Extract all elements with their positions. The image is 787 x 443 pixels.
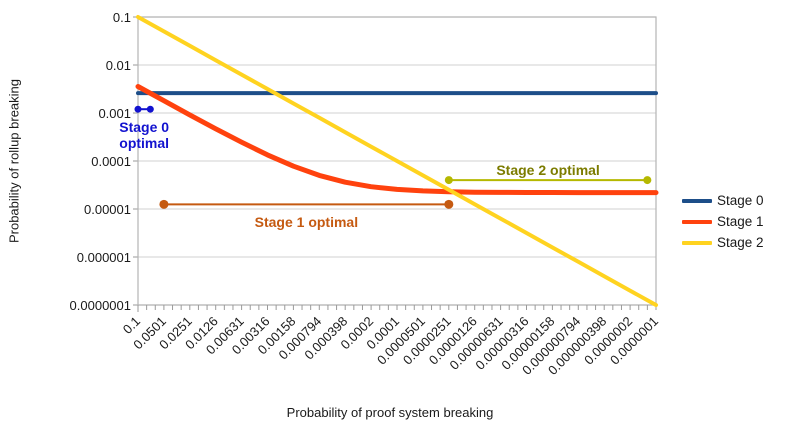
y-tick-label: 0.01 (106, 58, 131, 73)
annotation-dot (159, 199, 169, 209)
annotation-dot (146, 105, 154, 113)
legend-swatch-stage-1 (682, 219, 712, 224)
annotation-dot (444, 199, 454, 209)
legend-label-stage-2: Stage 2 (717, 235, 764, 250)
y-tick-label: 0.001 (98, 106, 131, 121)
y-tick-label: 0.00001 (84, 202, 131, 217)
annotation-stage-1-optimal: Stage 1 optimal (254, 214, 359, 231)
legend-label-stage-1: Stage 1 (717, 214, 764, 229)
legend-swatch-stage-0 (682, 198, 712, 203)
y-axis-title: Probability of rollup breaking (6, 78, 22, 244)
annotation-dot (444, 176, 453, 185)
legend-label-stage-0: Stage 0 (717, 193, 764, 208)
annotation-dot (643, 176, 652, 185)
annotation-stage-2-optimal: Stage 2 optimal (496, 162, 600, 179)
legend-item-stage-1: Stage 1 (682, 214, 764, 229)
annotation-stage-0-optimal: Stage 0 optimal (119, 119, 170, 152)
series-line-stage-1 (135, 84, 659, 196)
y-tick-label: 0.0000001 (70, 298, 131, 313)
annotation-dot (134, 105, 142, 113)
legend-swatch-stage-2 (682, 240, 712, 245)
y-tick-label: 0.000001 (77, 250, 131, 265)
x-axis-title: Probability of proof system breaking (286, 405, 494, 420)
legend-item-stage-0: Stage 0 (682, 193, 764, 208)
series-line-stage-2 (136, 15, 658, 307)
legend: Stage 0 Stage 1 Stage 2 (682, 193, 764, 250)
legend-item-stage-2: Stage 2 (682, 235, 764, 250)
y-tick-label: 0.1 (113, 10, 131, 25)
y-tick-label: 0.0001 (91, 154, 131, 169)
